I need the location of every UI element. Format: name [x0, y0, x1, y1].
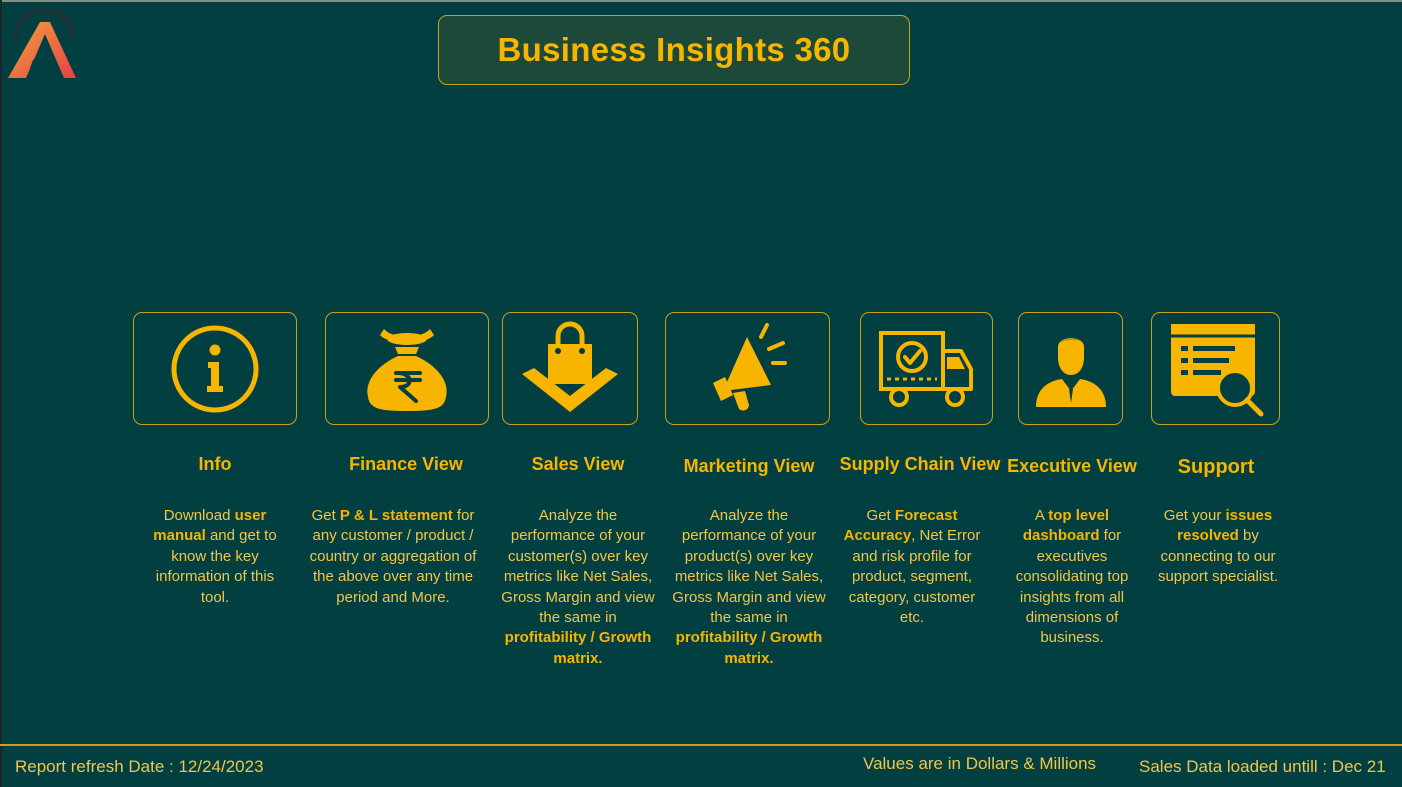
support-heading[interactable]: Support [1177, 456, 1255, 478]
executive-description: A top level dashboard for executives con… [1015, 507, 1129, 647]
info-heading[interactable]: Info [198, 454, 232, 474]
support-tile[interactable] [1151, 312, 1280, 425]
finance-tile[interactable] [325, 312, 489, 425]
info-description: Download user manual and get to know the… [153, 507, 277, 606]
sales-heading[interactable]: Sales View [531, 454, 625, 474]
marketing-tile[interactable] [665, 312, 830, 425]
left-border [0, 0, 2, 787]
executive-heading[interactable]: Executive View [1007, 456, 1137, 476]
money-bag-rupee-icon [367, 328, 447, 411]
footer-divider [0, 744, 1402, 746]
marketing-description: Analyze the performance of your product(… [672, 507, 826, 667]
document-search-icon [1170, 323, 1263, 416]
atliq-logo [6, 7, 78, 82]
sales-tile[interactable] [502, 312, 638, 425]
shopping-bag-icon [522, 321, 618, 412]
info-tile[interactable] [133, 312, 297, 425]
report-refresh-date: Report refresh Date : 12/24/2023 [15, 757, 264, 776]
info-icon [171, 325, 259, 412]
megaphone-icon [712, 322, 787, 411]
delivery-truck-icon [878, 330, 973, 407]
values-unit-note: Values are in Dollars & Millions [863, 754, 1097, 773]
executive-tile[interactable] [1018, 312, 1123, 425]
supply-chain-tile[interactable] [860, 312, 993, 425]
sales-description: Analyze the performance of your customer… [501, 507, 655, 667]
finance-heading[interactable]: Finance View [349, 454, 463, 474]
marketing-heading[interactable]: Marketing View [683, 456, 815, 476]
top-border [0, 0, 1402, 2]
finance-description: Get P & L statement for any customer / p… [309, 507, 477, 606]
sales-data-loaded: Sales Data loaded untill : Dec 21 [1139, 757, 1386, 776]
support-description: Get your issues resolved by connecting t… [1157, 507, 1279, 586]
supply-chain-heading[interactable]: Supply Chain View [839, 454, 1001, 474]
page-title: Business Insights 360 [497, 31, 851, 68]
executive-person-icon [1035, 335, 1106, 407]
title-box: Business Insights 360 [438, 15, 910, 85]
supply-chain-description: Get Forecast Accuracy, Net Error and ris… [843, 507, 981, 627]
